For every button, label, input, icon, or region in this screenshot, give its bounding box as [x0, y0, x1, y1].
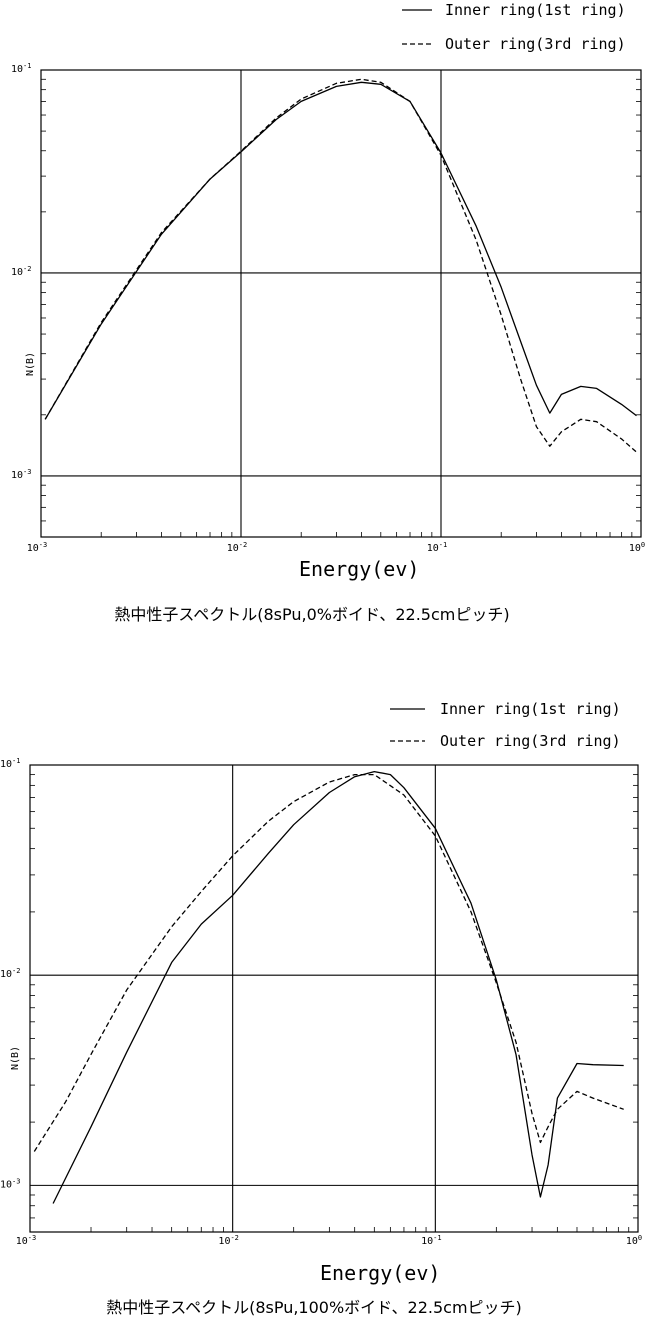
x-tick-exponent: 0	[638, 1234, 642, 1242]
x-tick-label: 100	[626, 1234, 642, 1247]
x-axis-title: Energy(ev)	[320, 1261, 440, 1285]
legend-label: Inner ring(1st ring)	[445, 1, 626, 19]
legend-label: Outer ring(3rd ring)	[440, 732, 621, 750]
x-tick-label: 100	[629, 541, 645, 554]
y-tick-exponent: -1	[12, 757, 20, 765]
chart-1-void-100: 10-3 10-2 10-1 100 10-3 10-2 10-1 Energy(ev) N(B…	[0, 700, 642, 1317]
series-line-outer-ring	[44, 78, 637, 453]
x-tick-label: 10-3	[16, 1234, 36, 1247]
y-tick-label: 10-3	[0, 1177, 20, 1190]
x-tick-label: 10-3	[27, 541, 47, 554]
x-tick-exponent: -3	[39, 541, 47, 549]
plot-frame	[29, 764, 639, 1233]
y-tick-exponent: -3	[12, 1177, 20, 1185]
plot-frame	[40, 69, 642, 538]
series-line-inner-ring	[44, 81, 637, 420]
x-tick-label: 10-1	[421, 1234, 441, 1247]
y-axis-title: N(B)	[10, 1046, 21, 1070]
x-axis-title: Energy(ev)	[299, 557, 419, 581]
y-axis-title: N(B)	[25, 352, 36, 376]
y-tick-exponent: -2	[12, 967, 20, 975]
x-tick-exponent: -1	[433, 1234, 441, 1242]
x-tick-exponent: -2	[230, 1234, 238, 1242]
legend-label: Outer ring(3rd ring)	[445, 35, 626, 53]
x-tick-label: 10-2	[218, 1234, 238, 1247]
series-line-inner-ring	[52, 770, 624, 1204]
y-tick-label: 10-3	[11, 468, 31, 481]
chart-0-void-0: 10-3 10-2 10-1 100 10-3 10-2 10-1 Energy(ev) N(B…	[11, 1, 645, 624]
chart-caption: 熱中性子スペクトル(8sPu,100%ボイド、22.5cmピッチ)	[106, 1298, 522, 1317]
y-tick-label: 10-1	[0, 757, 20, 770]
x-tick-exponent: -3	[28, 1234, 36, 1242]
x-tick-exponent: -1	[439, 541, 447, 549]
series-line-outer-ring	[33, 773, 624, 1152]
y-tick-exponent: -1	[23, 62, 31, 70]
chart-caption: 熱中性子スペクトル(8sPu,0%ボイド、22.5cmピッチ)	[114, 605, 509, 624]
y-tick-exponent: -2	[23, 265, 31, 273]
x-tick-label: 10-2	[227, 541, 247, 554]
x-tick-exponent: -2	[239, 541, 247, 549]
legend-label: Inner ring(1st ring)	[440, 700, 621, 718]
x-tick-label: 10-1	[427, 541, 447, 554]
y-tick-label: 10-1	[11, 62, 31, 75]
y-tick-exponent: -3	[23, 468, 31, 476]
y-tick-label: 10-2	[11, 265, 31, 278]
y-tick-label: 10-2	[0, 967, 20, 980]
x-tick-exponent: 0	[641, 541, 645, 549]
